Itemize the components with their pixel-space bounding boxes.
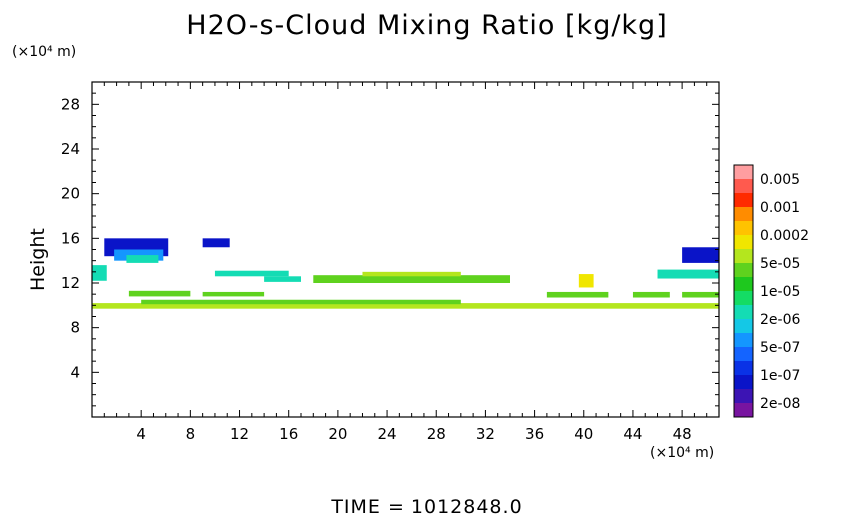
colorbar-label: 5e-05: [760, 256, 800, 272]
x-tick-label: 44: [623, 425, 642, 443]
plot-frame: [91, 81, 720, 418]
time-label: TIME =: [331, 496, 405, 518]
x-tick-label: 24: [378, 425, 397, 443]
cloud-region-10: [657, 269, 719, 279]
y-axis: 4 8 12 16 20 24 28: [61, 92, 719, 407]
colorbar-label: 1e-05: [760, 284, 800, 300]
x-axis: 4 8 12 16 20 24 28 32 36 40 44 48: [103, 82, 708, 443]
cloud-region-17: [92, 303, 719, 309]
colorbar-label: 1e-07: [760, 368, 800, 384]
time-value: 1012848.0: [410, 496, 523, 518]
cloud-region-3: [202, 238, 230, 248]
colorbar-swatch: [734, 263, 753, 278]
y-tick-label: 4: [70, 363, 80, 381]
y-tick-label: 24: [61, 140, 80, 158]
x-tick-label: 8: [186, 425, 196, 443]
cloud-region-11: [682, 247, 719, 263]
cloud-region-7: [313, 275, 510, 283]
colorbar-swatch: [734, 249, 753, 264]
colorbar-label: 0.005: [760, 172, 800, 188]
y-tick-label: 8: [70, 319, 80, 337]
x-tick-label: 4: [136, 425, 146, 443]
colorbar-swatch: [734, 361, 753, 376]
colorbar-swatch: [734, 277, 753, 292]
colorbar-frame: [733, 164, 754, 418]
colorbar-swatch: [734, 347, 753, 362]
x-tick-label: 28: [427, 425, 446, 443]
x-tick-label: 32: [476, 425, 495, 443]
colorbar-swatch: [734, 235, 753, 250]
colorbar-label: 0.0002: [760, 228, 809, 244]
colorbar: 0.005 0.001 0.0002 5e-05 1e-05 2e-06 5e-07 1e-0…: [733, 164, 809, 418]
colorbar-swatch: [734, 291, 753, 306]
colorbar-swatch: [734, 221, 753, 236]
cloud-region-4: [92, 265, 107, 281]
x-tick-label: 48: [673, 425, 692, 443]
cloud-region-2: [126, 255, 159, 263]
cloud-region-15: [632, 291, 670, 298]
colorbar-label: 2e-08: [760, 396, 800, 412]
cloud-region-16: [682, 291, 719, 298]
y-tick-label: 12: [61, 274, 80, 292]
colorbar-swatch: [734, 389, 753, 404]
cloud-region-18: [141, 299, 461, 305]
colorbar-swatch: [734, 333, 753, 348]
x-tick-label: 36: [525, 425, 544, 443]
y-tick-label: 20: [61, 185, 80, 203]
cloud-region-14: [546, 291, 609, 298]
colorbar-swatch: [734, 165, 753, 180]
cloud-region-5: [214, 270, 289, 277]
x-tick-label: 12: [230, 425, 249, 443]
chart-title: H2O-s-Cloud Mixing Ratio [kg/kg]: [186, 10, 668, 41]
cloud-region-12: [128, 290, 191, 297]
colorbar-swatch: [734, 375, 753, 390]
cloud-region-6: [264, 276, 301, 282]
y-tick-label: 16: [61, 229, 80, 247]
colorbar-swatch: [734, 193, 753, 208]
cloud-region-8: [362, 271, 461, 277]
colorbar-label: 0.001: [760, 200, 800, 216]
colorbar-label: 2e-06: [760, 312, 800, 328]
colorbar-label: 5e-07: [760, 340, 800, 356]
colorbar-swatch: [734, 207, 753, 222]
x-tick-label: 40: [574, 425, 593, 443]
cloud-field: [92, 238, 719, 309]
y-tick-label: 28: [61, 95, 80, 113]
colorbar-swatch: [734, 305, 753, 320]
colorbar-swatch: [734, 403, 753, 418]
cloud-region-13: [202, 291, 265, 297]
x-axis-unit: (×10⁴ m): [650, 445, 715, 461]
colorbar-swatch: [734, 319, 753, 334]
cloud-region-9: [578, 274, 594, 288]
y-axis-unit: (×10⁴ m): [12, 44, 77, 60]
time-readout: TIME = 1012848.0: [0, 496, 854, 518]
colorbar-swatch: [734, 179, 753, 194]
x-tick-label: 16: [279, 425, 298, 443]
x-tick-label: 20: [328, 425, 347, 443]
